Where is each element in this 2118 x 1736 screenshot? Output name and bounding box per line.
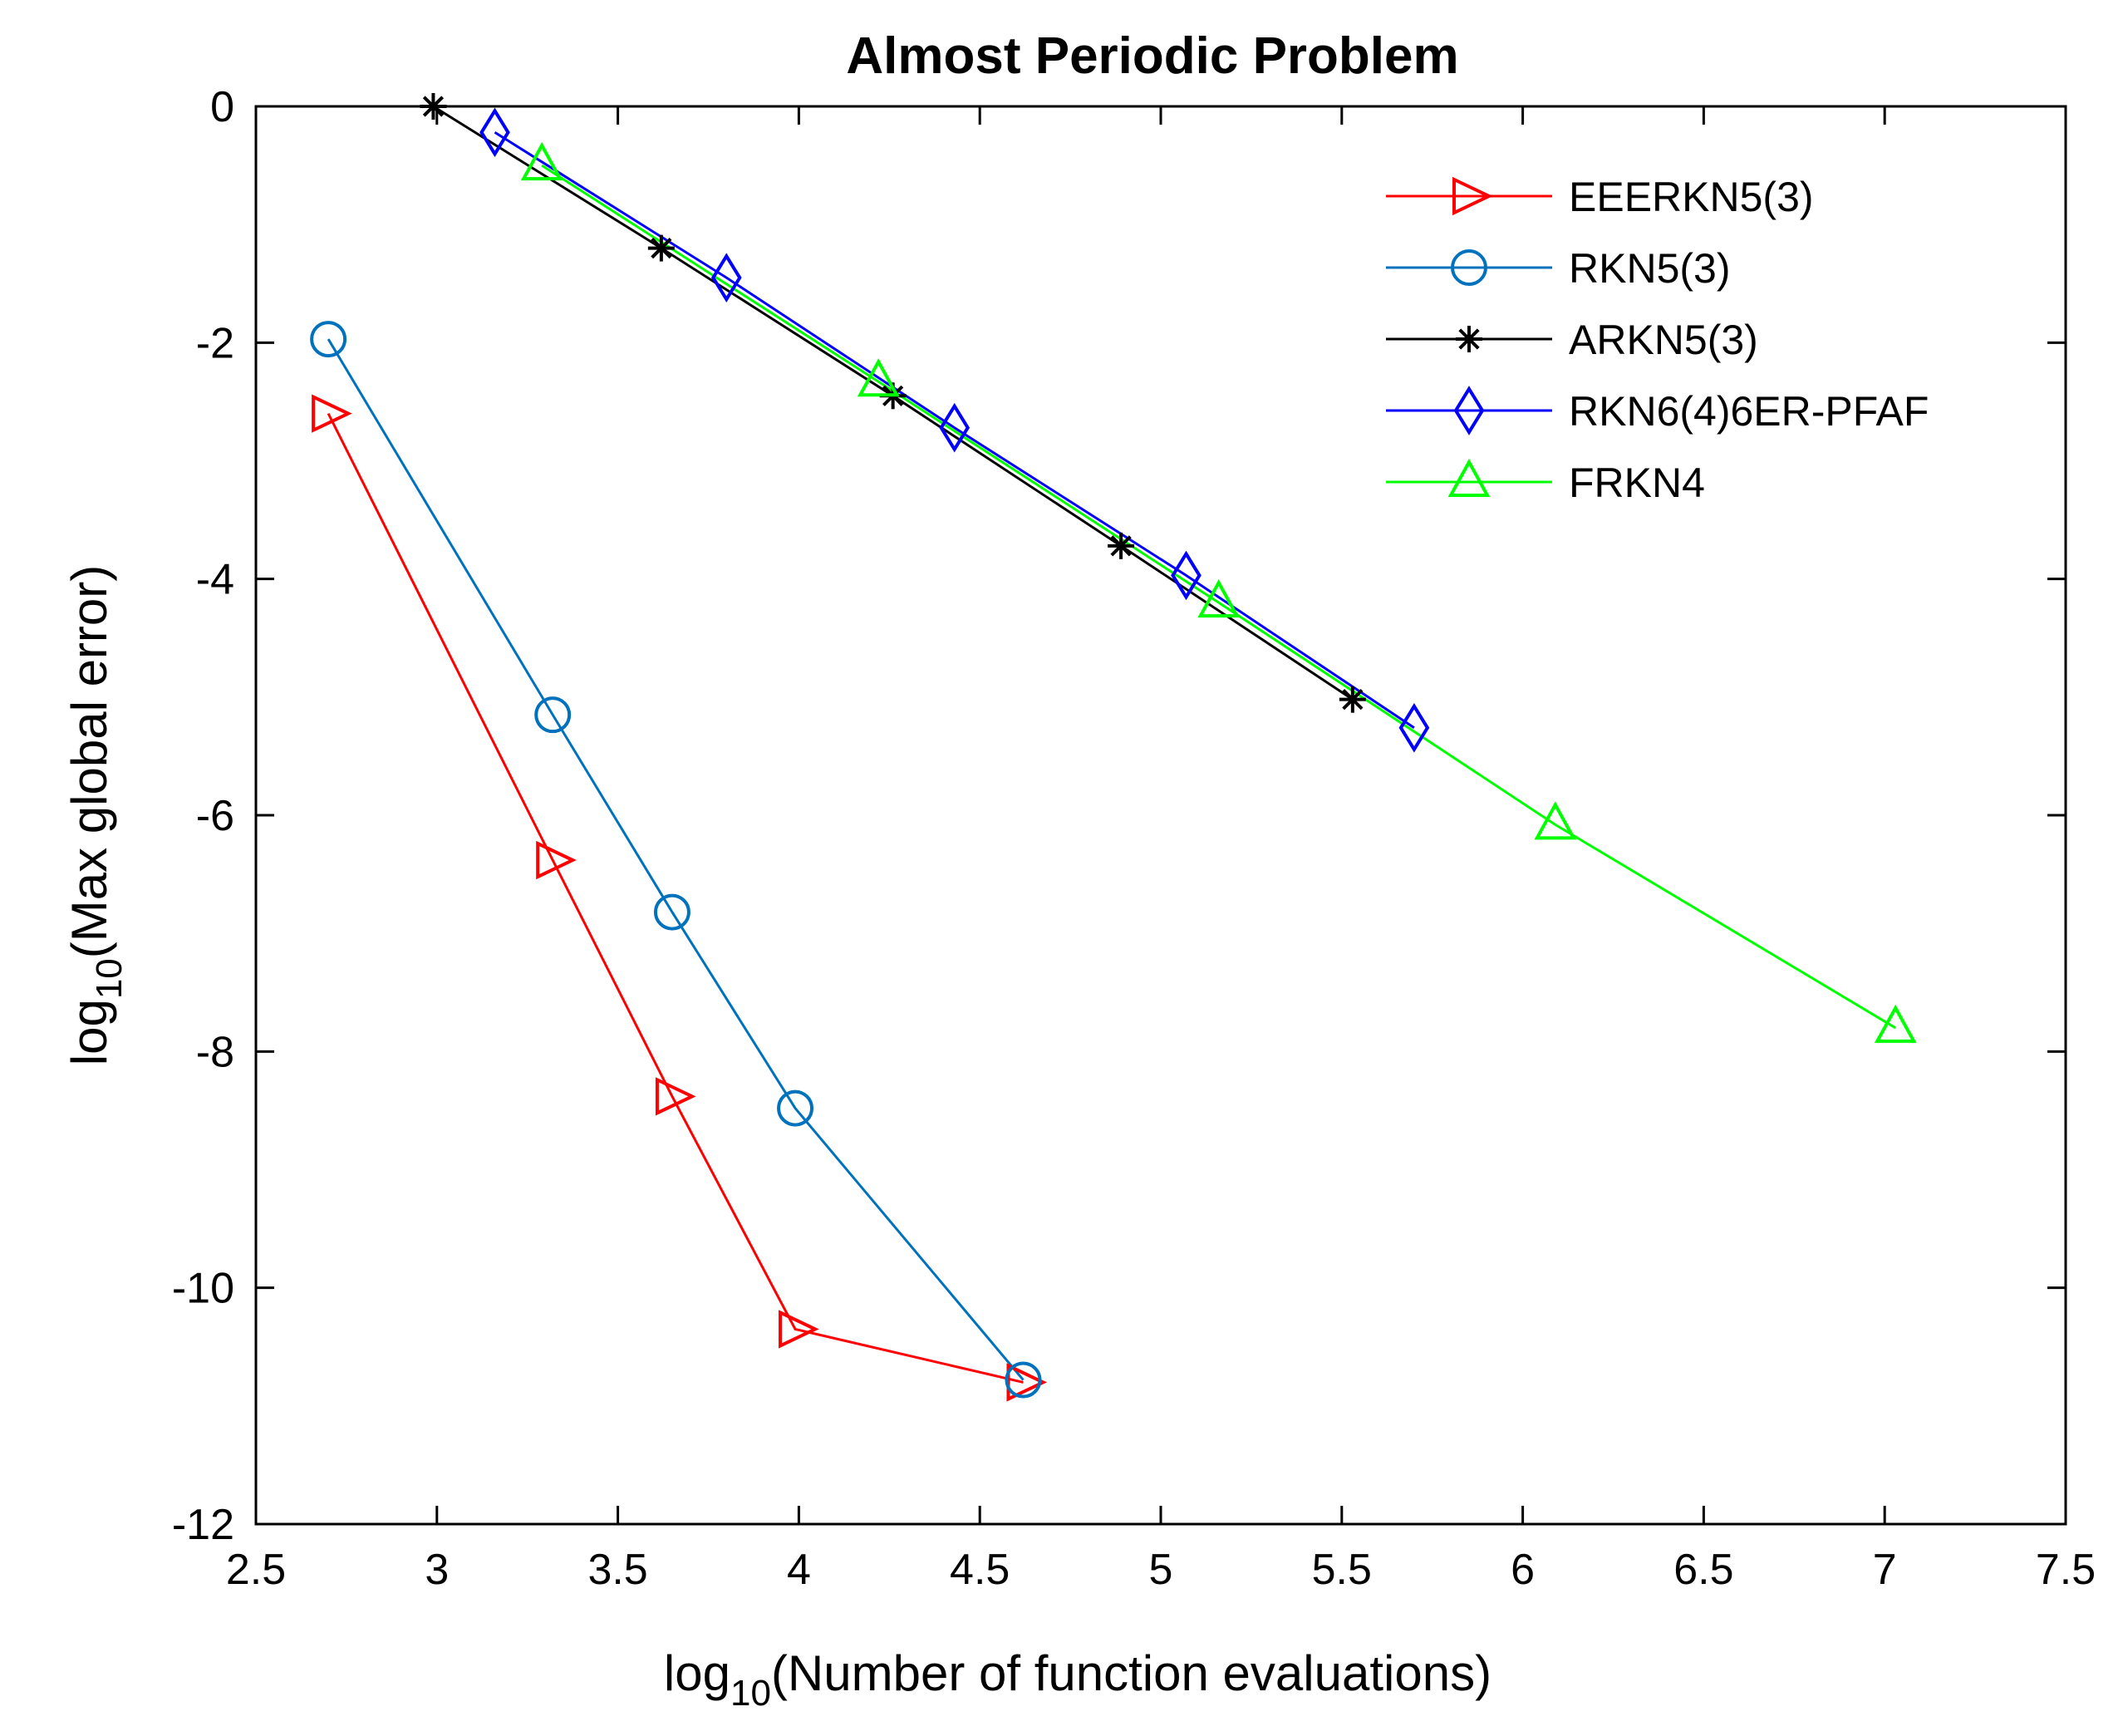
x-tick-label: 7.5 [2036, 1546, 2096, 1594]
circle-marker [310, 321, 347, 358]
asterisk-marker [1456, 326, 1482, 352]
x-axis-label: log10(Number of function evaluations) [664, 1645, 1491, 1714]
asterisk-marker [420, 93, 447, 120]
series-line-4 [541, 164, 1897, 1030]
asterisk-marker [647, 234, 675, 262]
y-tick-label: 0 [210, 83, 234, 131]
plot-area [254, 105, 2067, 1526]
triangle-up-marker [857, 358, 900, 397]
legend: EEERKN5(3) RKN5(3) ARKN5(3) RKN6(4)6ER-PFAF… [1386, 174, 1929, 506]
y-tick-label: -12 [172, 1501, 234, 1549]
y-tick-label: -2 [196, 319, 234, 367]
asterisk-marker [1108, 532, 1135, 559]
circle-marker [1451, 249, 1487, 286]
axis-ticks: 2.5 3 3.5 4 4.5 5 5.5 6 6.5 7 7.5 0 -2 -4 -6 -8 -10 -12 [172, 83, 2096, 1594]
y-tick-label: -10 [172, 1265, 234, 1313]
triangle-up-marker [1534, 801, 1577, 840]
x-tick-label: 4.5 [950, 1546, 1010, 1594]
x-tick-label: 6 [1511, 1546, 1535, 1594]
triangle-right-marker [779, 1310, 819, 1349]
circle-marker [534, 696, 572, 734]
legend-label: EEERKN5(3) [1569, 174, 1814, 220]
series-line-1 [327, 338, 1025, 1381]
y-tick-label: -6 [196, 792, 234, 840]
diamond-marker [1453, 386, 1485, 435]
x-tick-label: 4 [787, 1546, 811, 1594]
circle-marker [653, 893, 690, 931]
legend-label: RKN5(3) [1569, 245, 1730, 292]
legend-label: FRKN4 [1569, 460, 1705, 506]
circle-marker [777, 1089, 814, 1127]
triangle-up-marker [1197, 578, 1241, 618]
x-tick-label: 7 [1873, 1546, 1897, 1594]
triangle-up-marker [1447, 458, 1491, 497]
series-markers [310, 93, 1917, 1402]
diamond-marker [1171, 550, 1202, 601]
y-tick-label: -4 [196, 556, 234, 604]
legend-label: RKN6(4)6ER-PFAF [1569, 388, 1929, 435]
diamond-marker [1398, 702, 1430, 753]
x-tick-label: 3.5 [587, 1546, 647, 1594]
series-line-3 [494, 131, 1415, 730]
x-tick-label: 5 [1149, 1546, 1173, 1594]
chart-title: Almost Periodic Problem [846, 27, 1458, 85]
triangle-right-marker [312, 394, 352, 433]
triangle-up-marker [520, 141, 563, 181]
x-tick-label: 2.5 [226, 1546, 286, 1594]
y-axis-label: log10(Max global error) [61, 565, 130, 1066]
legend-label: ARKN5(3) [1569, 317, 1758, 363]
triangle-right-marker [536, 840, 577, 880]
triangle-right-marker [1452, 176, 1493, 216]
series-line-0 [327, 412, 1024, 1384]
series-lines [327, 105, 1897, 1384]
circle-marker [1005, 1361, 1042, 1399]
triangle-up-marker [1874, 1004, 1917, 1043]
y-tick-label: -8 [196, 1028, 234, 1076]
x-tick-label: 6.5 [1673, 1546, 1733, 1594]
asterisk-marker [1339, 686, 1366, 713]
diamond-marker [710, 253, 742, 302]
diamond-marker [479, 107, 510, 158]
diamond-marker [939, 402, 971, 453]
triangle-right-marker [655, 1077, 696, 1116]
x-tick-label: 5.5 [1312, 1546, 1372, 1594]
x-tick-label: 3 [425, 1546, 449, 1594]
